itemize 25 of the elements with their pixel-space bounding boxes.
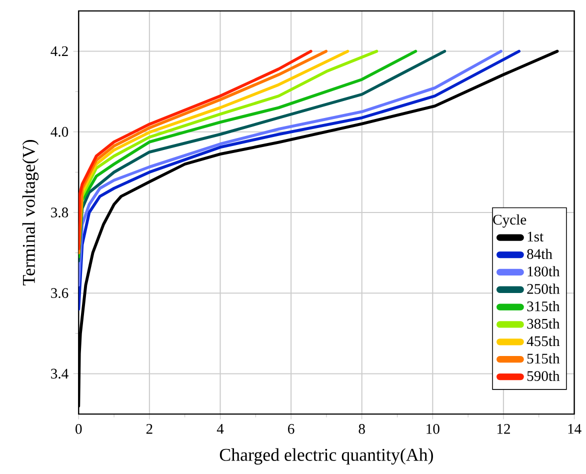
y-tick-label: 3.4 bbox=[51, 368, 68, 379]
legend-label: 515th bbox=[527, 353, 560, 364]
y-tick-label: 4.0 bbox=[50, 127, 68, 137]
legend-label: 315th bbox=[527, 301, 560, 312]
y-axis-title: Terminal voltage(V) bbox=[22, 140, 39, 286]
legend-label: 385th bbox=[527, 318, 560, 329]
x-axis-title: Charged electric quantity(Ah) bbox=[220, 448, 433, 465]
y-tick-label: 3.6 bbox=[51, 288, 68, 298]
x-tick-label: 10 bbox=[426, 424, 440, 434]
x-tick-label: 8 bbox=[358, 424, 365, 434]
y-tick-label: 3.8 bbox=[51, 208, 68, 218]
x-tick-label: 14 bbox=[568, 424, 582, 434]
legend-label: 250th bbox=[527, 284, 560, 294]
legend-label: 590th bbox=[527, 370, 560, 382]
x-tick-label: 0 bbox=[76, 424, 82, 434]
legend-label: 84th bbox=[527, 248, 552, 260]
x-tick-label: 4 bbox=[216, 424, 224, 434]
x-tick-label: 2 bbox=[146, 424, 152, 434]
x-tick-label: 6 bbox=[288, 424, 294, 434]
legend-title: Cycle bbox=[493, 214, 526, 228]
legend-label: 455th bbox=[526, 336, 560, 346]
y-tick-label: 4.2 bbox=[50, 46, 68, 56]
legend-label: 180th bbox=[528, 266, 560, 277]
legend-label: 1st bbox=[528, 232, 544, 242]
x-tick-label: 12 bbox=[497, 424, 510, 434]
